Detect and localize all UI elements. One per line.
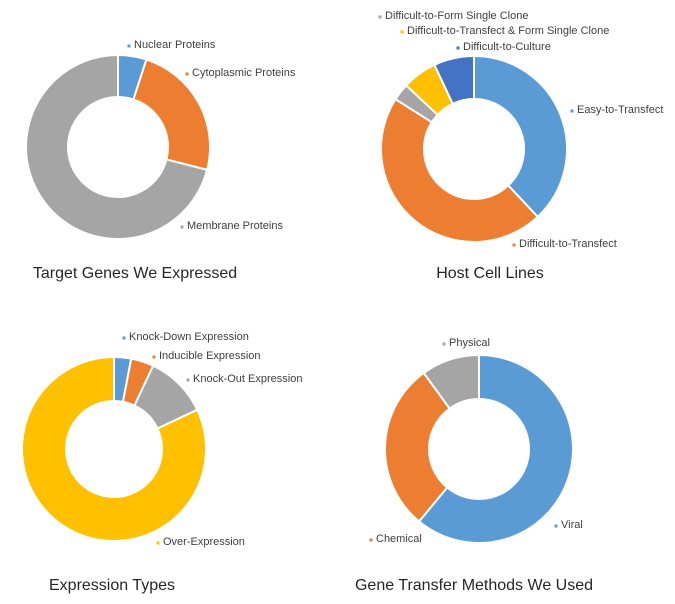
chart-title-4: Gene Transfer Methods We Used bbox=[355, 577, 593, 594]
label-marker-membrane-proteins bbox=[180, 225, 184, 229]
label-marker-difficult-to-culture bbox=[456, 46, 460, 50]
data-label-difficult-to-form-single-clone: Difficult-to-Form Single Clone bbox=[385, 10, 528, 22]
data-label-viral: Viral bbox=[561, 519, 583, 531]
data-label-difficult-to-transfect-form-single-clone: Difficult-to-Transfect & Form Single Clo… bbox=[407, 25, 609, 37]
data-label-difficult-to-transfect: Difficult-to-Transfect bbox=[519, 238, 617, 250]
label-marker-inducible-expression bbox=[152, 355, 156, 359]
data-label-nuclear-proteins: Nuclear Proteins bbox=[134, 39, 216, 51]
slice-cytoplasmic-proteins bbox=[132, 58, 211, 172]
data-label-cytoplasmic-proteins: Cytoplasmic Proteins bbox=[192, 67, 296, 79]
label-marker-chemical bbox=[369, 538, 373, 542]
chart-title-3: Expression Types bbox=[49, 577, 175, 594]
data-label-knock-down-expression: Knock-Down Expression bbox=[129, 331, 249, 343]
slice-membrane-proteins bbox=[25, 53, 209, 240]
data-label-inducible-expression: Inducible Expression bbox=[159, 350, 261, 362]
label-marker-physical bbox=[442, 342, 446, 346]
donut-chart-2: Easy-to-Transfect Difficult-to-Transfect D… bbox=[378, 10, 663, 282]
donut-chart-1: Nuclear Proteins Cytoplasmic Proteins Memb… bbox=[25, 39, 296, 282]
slice-difficult-to-culture bbox=[433, 54, 475, 106]
donut-chart-3: Knock-Down Expression Inducible Expressio… bbox=[21, 331, 302, 594]
slice-over-expression bbox=[21, 355, 207, 542]
label-marker-over-expression bbox=[156, 541, 160, 545]
slice-easy-to-transfect bbox=[473, 54, 568, 219]
data-label-physical: Physical bbox=[449, 337, 490, 349]
label-marker-cytoplasmic-proteins bbox=[185, 72, 189, 76]
data-label-knock-out-expression: Knock-Out Expression bbox=[193, 373, 302, 385]
label-marker-difficult-to-transfect bbox=[512, 243, 516, 247]
label-marker-difficult-to-transfect-form-single-clone bbox=[400, 30, 404, 34]
slice-chemical bbox=[384, 371, 452, 523]
label-marker-difficult-to-form-single-clone bbox=[378, 15, 382, 19]
donut-chart-4: Viral Chemical Physical Gene Transfer Metho… bbox=[355, 337, 593, 594]
label-marker-easy-to-transfect bbox=[570, 109, 574, 113]
label-marker-knock-down-expression bbox=[122, 336, 126, 340]
chart-title-2: Host Cell Lines bbox=[436, 265, 544, 282]
label-marker-knock-out-expression bbox=[186, 378, 190, 382]
label-marker-viral bbox=[554, 524, 558, 528]
data-label-easy-to-transfect: Easy-to-Transfect bbox=[577, 104, 663, 116]
data-label-over-expression: Over-Expression bbox=[163, 536, 245, 548]
label-marker-nuclear-proteins bbox=[127, 44, 131, 48]
chart-title-1: Target Genes We Expressed bbox=[33, 265, 237, 282]
slice-physical bbox=[422, 353, 480, 410]
data-label-membrane-proteins: Membrane Proteins bbox=[187, 220, 283, 232]
data-label-chemical: Chemical bbox=[376, 533, 422, 545]
slice-viral bbox=[417, 353, 574, 544]
data-label-difficult-to-culture: Difficult-to-Culture bbox=[463, 41, 551, 53]
slice-difficult-to-transfect bbox=[380, 97, 540, 243]
